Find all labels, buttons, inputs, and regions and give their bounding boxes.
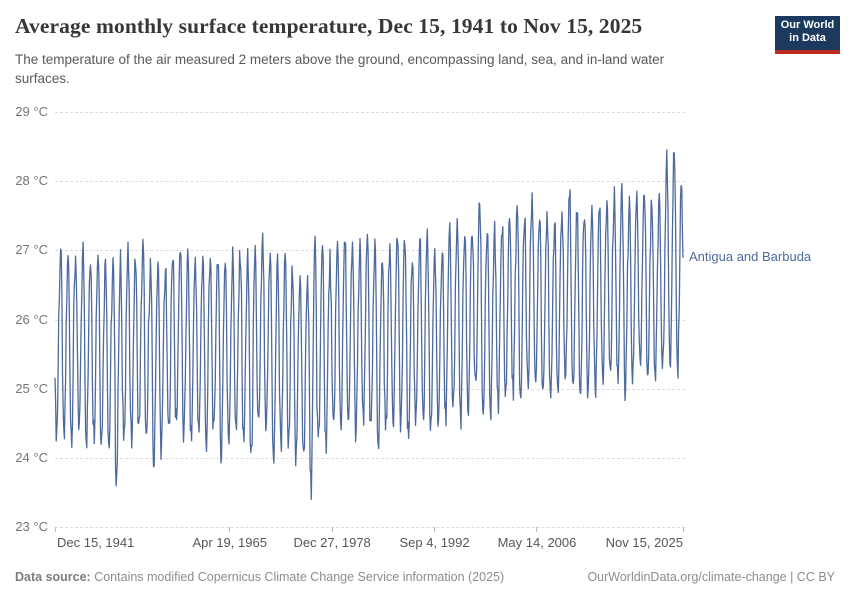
gridline: [55, 388, 685, 390]
gridline: [55, 527, 685, 528]
data-source-text: Contains modified Copernicus Climate Cha…: [90, 570, 505, 584]
x-axis-label: Dec 27, 1978: [293, 535, 371, 550]
y-axis-label: 29 °C: [15, 104, 48, 119]
y-axis-label: 28 °C: [15, 173, 48, 189]
x-axis-tick: [54, 527, 56, 532]
chart-subtitle-line2: surfaces.: [15, 71, 70, 86]
x-axis-label: Apr 19, 1965: [192, 535, 267, 550]
gridline: [55, 181, 685, 183]
x-axis-tick: [331, 527, 333, 532]
owid-logo: Our World in Data: [775, 16, 840, 54]
gridline: [55, 319, 685, 321]
x-axis-tick: [682, 527, 684, 532]
x-axis-label: May 14, 2006: [497, 535, 577, 550]
chart-subtitle: The temperature of the air measured 2 me…: [15, 50, 664, 88]
data-source-label: Data source:: [15, 570, 91, 584]
gridline: [55, 457, 685, 459]
chart-subtitle-line1: The temperature of the air measured 2 me…: [15, 52, 665, 67]
data-source-note: Data source: Contains modified Copernicu…: [15, 570, 504, 584]
gridline: [55, 250, 685, 252]
y-axis-label: 25 °C: [15, 380, 48, 396]
x-axis-label: Sep 4, 1992: [399, 535, 470, 550]
owid-logo-line2: in Data: [789, 32, 826, 44]
y-axis-label: 23 °C: [15, 519, 48, 534]
x-axis-label: Nov 15, 2025: [605, 535, 683, 550]
x-axis-tick: [229, 527, 231, 532]
license-link: OurWorldinData.org/climate-change | CC B…: [587, 570, 835, 584]
gridline: [55, 112, 685, 113]
y-axis-label: 24 °C: [15, 449, 48, 465]
owid-logo-line1: Our World: [780, 19, 835, 31]
x-axis-label: Dec 15, 1941: [57, 535, 135, 550]
series-label: Antigua and Barbuda: [689, 249, 812, 265]
x-axis-tick: [434, 527, 436, 532]
chart-footer: Data source: Contains modified Copernicu…: [15, 570, 835, 584]
temperature-line: [54, 149, 684, 500]
y-axis-label: 26 °C: [15, 311, 48, 327]
x-axis-tick: [536, 527, 538, 532]
chart-title: Average monthly surface temperature, Dec…: [15, 14, 643, 38]
y-axis-label: 27 °C: [15, 242, 48, 258]
